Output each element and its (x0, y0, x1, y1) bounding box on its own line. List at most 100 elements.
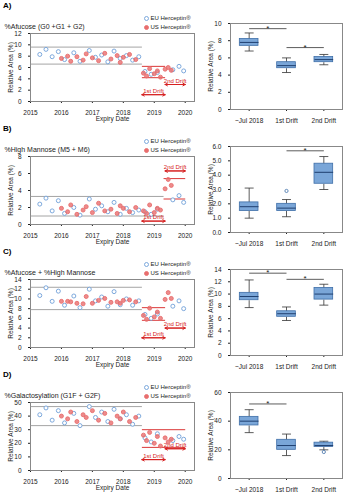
svg-text:0: 0 (18, 98, 22, 105)
svg-text:0: 0 (218, 475, 222, 482)
svg-text:1st Drift: 1st Drift (143, 214, 164, 220)
svg-text:30: 30 (14, 426, 22, 433)
svg-text:2nd Drift: 2nd Drift (312, 363, 337, 369)
svg-text:14: 14 (14, 276, 22, 283)
svg-text:*: * (304, 274, 307, 283)
svg-text:8: 8 (18, 52, 22, 59)
svg-text:Expiry Date: Expiry Date (96, 238, 130, 246)
svg-text:Relative Area (%): Relative Area (%) (207, 287, 215, 338)
svg-text:%Afucose (G0 +G1 + G2): %Afucose (G0 +G1 + G2) (5, 23, 85, 31)
svg-text:US Herceptin®: US Herceptin® (151, 24, 192, 30)
svg-text:EU Herceptin®: EU Herceptin® (151, 261, 192, 267)
svg-text:%High Mannose (M5 + M6): %High Mannose (M5 + M6) (5, 146, 90, 154)
svg-text:1st Drift: 1st Drift (275, 363, 298, 369)
svg-text:%Afucose + %High Mannose: %Afucose + %High Mannose (5, 269, 96, 277)
svg-text:0: 0 (218, 352, 222, 359)
svg-text:2016: 2016 (54, 355, 69, 362)
svg-text:Relative Area (%): Relative Area (%) (7, 288, 15, 339)
svg-text:2: 2 (18, 334, 22, 341)
svg-text:2019: 2019 (147, 478, 162, 485)
svg-text:0: 0 (18, 344, 22, 351)
svg-text:2020: 2020 (178, 232, 193, 239)
svg-text:0: 0 (218, 106, 222, 113)
svg-text:2020: 2020 (178, 355, 193, 362)
svg-text:40: 40 (14, 412, 22, 419)
svg-text:2019: 2019 (147, 355, 162, 362)
svg-text:20: 20 (214, 446, 222, 453)
svg-text:%Galactosylation (G1F + G2F): %Galactosylation (G1F + G2F) (5, 392, 101, 400)
svg-text:Relative Area (%): Relative Area (%) (207, 410, 215, 461)
svg-text:*: * (304, 146, 307, 155)
svg-text:4: 4 (218, 327, 222, 334)
svg-text:2019: 2019 (147, 109, 162, 116)
svg-text:~Jul 2018: ~Jul 2018 (235, 486, 264, 492)
svg-text:2nd Drift: 2nd Drift (312, 486, 337, 492)
svg-text:2019: 2019 (147, 232, 162, 239)
svg-text:5.0: 5.0 (212, 157, 221, 164)
svg-text:EU Herceptin®: EU Herceptin® (151, 15, 192, 21)
svg-text:Relative Area (%): Relative Area (%) (207, 164, 215, 215)
svg-text:2016: 2016 (54, 109, 69, 116)
svg-text:1st Drift: 1st Drift (143, 331, 164, 337)
svg-text:US Herceptin®: US Herceptin® (151, 270, 192, 276)
svg-text:2nd Drift: 2nd Drift (312, 117, 337, 123)
svg-text:4: 4 (218, 71, 222, 78)
svg-text:8: 8 (218, 37, 222, 44)
svg-text:10: 10 (14, 453, 22, 460)
svg-text:2nd Drift: 2nd Drift (164, 321, 187, 327)
svg-text:*: * (266, 268, 269, 277)
svg-text:2020: 2020 (178, 478, 193, 485)
svg-text:4: 4 (18, 187, 22, 194)
svg-text:50: 50 (14, 399, 22, 406)
svg-text:*: * (266, 399, 269, 408)
svg-text:2015: 2015 (23, 478, 38, 485)
svg-text:6: 6 (18, 64, 22, 71)
svg-text:~Jul 2018: ~Jul 2018 (235, 117, 264, 123)
svg-text:US Herceptin®: US Herceptin® (151, 393, 192, 399)
svg-text:10: 10 (14, 41, 22, 48)
svg-text:40: 40 (214, 417, 222, 424)
svg-text:2nd Drift: 2nd Drift (164, 442, 187, 448)
svg-text:2nd Drift: 2nd Drift (312, 240, 337, 246)
svg-text:10: 10 (214, 290, 222, 297)
svg-text:Expiry Date: Expiry Date (96, 484, 130, 492)
svg-text:2020: 2020 (178, 109, 193, 116)
svg-text:4: 4 (18, 324, 22, 331)
svg-text:1st Drift: 1st Drift (143, 453, 164, 459)
svg-text:1st Drift: 1st Drift (275, 240, 298, 246)
svg-text:6: 6 (218, 315, 222, 322)
svg-text:~Jul 2018: ~Jul 2018 (235, 240, 264, 246)
svg-text:2016: 2016 (54, 232, 69, 239)
svg-text:Relative Area (%): Relative Area (%) (7, 42, 15, 93)
svg-text:Relative Area (%): Relative Area (%) (207, 41, 215, 92)
svg-text:Expiry Date: Expiry Date (96, 115, 130, 123)
svg-text:0.0: 0.0 (212, 229, 221, 236)
svg-text:EU Herceptin®: EU Herceptin® (151, 138, 192, 144)
svg-text:*: * (304, 43, 307, 52)
svg-text:2016: 2016 (54, 478, 69, 485)
svg-text:0: 0 (18, 221, 22, 228)
svg-text:14: 14 (214, 266, 222, 273)
svg-text:8: 8 (18, 305, 22, 312)
svg-text:8: 8 (18, 153, 22, 160)
svg-text:1st Drift: 1st Drift (143, 88, 164, 94)
svg-text:12: 12 (214, 278, 222, 285)
svg-text:6.0: 6.0 (212, 143, 221, 150)
svg-text:6: 6 (18, 314, 22, 321)
svg-text:20: 20 (14, 439, 22, 446)
svg-text:60: 60 (214, 389, 222, 396)
svg-text:2015: 2015 (23, 232, 38, 239)
svg-text:1st Drift: 1st Drift (275, 486, 298, 492)
svg-text:2: 2 (218, 88, 222, 95)
svg-text:2: 2 (18, 86, 22, 93)
svg-text:Relative Area (%): Relative Area (%) (7, 165, 15, 216)
svg-text:*: * (266, 24, 269, 33)
svg-text:10: 10 (214, 20, 222, 27)
svg-text:12: 12 (14, 30, 22, 37)
svg-text:2: 2 (218, 339, 222, 346)
svg-text:4: 4 (18, 75, 22, 82)
svg-text:2nd Drift: 2nd Drift (164, 78, 187, 84)
svg-text:US Herceptin®: US Herceptin® (151, 147, 192, 153)
svg-text:1st Drift: 1st Drift (275, 117, 298, 123)
svg-text:12: 12 (14, 285, 22, 292)
